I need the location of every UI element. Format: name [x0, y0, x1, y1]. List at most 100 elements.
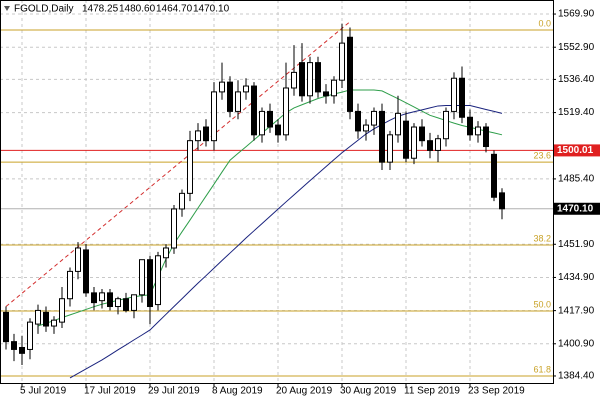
fib-label: 61.8: [533, 364, 551, 374]
candle-body: [99, 292, 105, 302]
candle-body: [379, 110, 385, 163]
y-tick-label: 1400.90: [558, 338, 595, 349]
x-tick-label: 8 Aug 2019: [212, 386, 263, 397]
candle-body: [363, 124, 369, 132]
fib-label: 23.6: [533, 151, 551, 161]
candle: [131, 294, 137, 319]
candle-body: [131, 294, 137, 311]
y-tick-label: 1485.40: [558, 174, 595, 185]
candle-body: [347, 36, 353, 112]
x-tick-label: 29 Jul 2019: [148, 386, 200, 397]
candle: [443, 107, 449, 147]
candle-body: [483, 126, 489, 148]
candle: [171, 205, 177, 254]
price-label-box: [554, 202, 600, 215]
candle: [307, 56, 313, 104]
x-tick-label: 20 Aug 2019: [276, 386, 333, 397]
candle: [251, 82, 257, 141]
candle: [59, 287, 65, 328]
candle-body: [203, 126, 209, 142]
candle: [107, 288, 113, 311]
candle: [99, 288, 105, 309]
candle-body: [435, 138, 441, 151]
candle: [427, 132, 433, 159]
candle: [291, 45, 297, 96]
price-label: 1470.10: [557, 203, 594, 214]
candle: [259, 107, 265, 143]
candle: [147, 255, 153, 325]
candle-body: [275, 124, 281, 136]
header-value: 1480.60: [119, 4, 156, 15]
candle-body: [387, 134, 393, 163]
candle-body: [299, 62, 305, 97]
header-value: 1464.70: [156, 4, 193, 15]
candle-body: [427, 140, 433, 151]
header-value: 1470.10: [193, 4, 230, 15]
candle-body: [339, 42, 345, 81]
candle-body: [419, 126, 425, 142]
candle-body: [123, 298, 129, 311]
candle-body: [491, 153, 497, 198]
candle-body: [499, 192, 505, 210]
candle: [363, 119, 369, 141]
x-tick-label: 11 Sep 2019: [404, 386, 460, 397]
candle: [243, 78, 249, 100]
candle: [227, 76, 233, 118]
candle: [67, 267, 73, 307]
y-tick-label: 1536.40: [558, 74, 595, 85]
candle: [235, 80, 241, 120]
price-label: 1500.01: [557, 145, 594, 156]
y-tick-label: 1569.90: [558, 9, 595, 20]
candle-body: [283, 87, 289, 136]
candle-body: [75, 247, 81, 272]
price-label-box: [554, 144, 600, 157]
candle-body: [19, 346, 25, 354]
candle: [371, 107, 377, 135]
header-value: 1478.25: [82, 4, 119, 15]
candle: [11, 333, 17, 362]
candle: [19, 335, 25, 366]
candle-body: [291, 71, 297, 89]
candle: [299, 43, 305, 102]
candle: [315, 56, 321, 98]
x-tick-label: 23 Sep 2019: [468, 386, 525, 397]
candle: [451, 72, 457, 120]
candle: [267, 103, 273, 133]
candle-body: [395, 112, 401, 136]
candle: [211, 82, 217, 151]
candle-body: [115, 298, 121, 308]
y-tick-label: 1451.90: [558, 239, 595, 250]
candle-body: [83, 249, 89, 294]
candle: [139, 259, 145, 303]
candle-body: [371, 110, 377, 126]
candle: [187, 130, 193, 202]
candle-body: [35, 309, 41, 325]
candle-body: [3, 311, 9, 343]
candle: [499, 188, 505, 220]
candle-body: [411, 126, 417, 159]
candle-body: [315, 62, 321, 93]
candle-body: [235, 91, 241, 112]
fib-label: 38.2: [533, 233, 551, 243]
candle-body: [27, 321, 33, 350]
candle: [83, 244, 89, 297]
candle: [323, 84, 329, 104]
candle: [195, 123, 201, 151]
candle-body: [331, 79, 337, 97]
candle: [51, 316, 57, 334]
candle-body: [187, 140, 193, 194]
candle: [219, 62, 225, 100]
candle-body: [51, 319, 57, 327]
candle-body: [67, 270, 73, 300]
x-tick-label: 5 Jul 2019: [20, 386, 67, 397]
x-tick-label: 17 Jul 2019: [84, 386, 136, 397]
candle-body: [147, 259, 153, 308]
candle: [91, 287, 97, 311]
candle: [467, 109, 473, 141]
candle: [155, 251, 161, 311]
candle-body: [59, 298, 65, 323]
fib-label: 50.0: [533, 299, 551, 309]
candle: [411, 123, 417, 165]
candle: [379, 103, 385, 170]
candle-body: [403, 120, 409, 159]
